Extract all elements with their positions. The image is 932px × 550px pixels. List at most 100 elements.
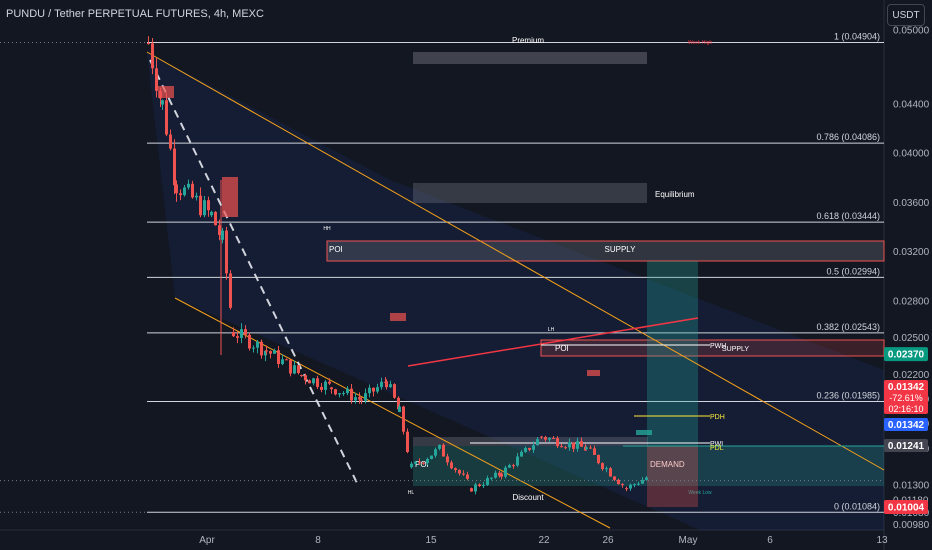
candle-body (229, 273, 232, 308)
candle-body (330, 387, 333, 390)
y-tick-label: 0.01300 (893, 481, 930, 492)
x-tick-label: 6 (767, 535, 773, 546)
fib-label-0.786: 0.786 (0.04086) (816, 132, 880, 142)
order-block-4 (587, 370, 600, 376)
candle-body (277, 350, 280, 364)
candle-body (560, 446, 563, 448)
resistance-line (407, 317, 699, 367)
bar-countdown: 02:16:10 (888, 404, 923, 414)
candle-body (360, 399, 363, 401)
candle-body (173, 148, 176, 186)
low-price-tag-bg (884, 500, 928, 514)
demand-grey-box (413, 437, 648, 446)
sl-price-tag-bg (884, 439, 928, 452)
candle-body (593, 448, 596, 455)
candle-body (218, 225, 221, 235)
candle-body (637, 483, 640, 485)
candle-body (155, 68, 158, 91)
candle-body (334, 389, 337, 395)
candle-body (474, 484, 477, 492)
candle-body (414, 461, 417, 464)
fib-label-0.382: 0.382 (0.02543) (816, 322, 880, 332)
x-tick-label: 26 (602, 535, 614, 546)
hl-label: HL (408, 490, 415, 496)
y-tick-label: 0.02800 (893, 296, 930, 307)
candle-body (169, 134, 172, 149)
candle-body (273, 350, 276, 354)
candle-body (320, 386, 323, 390)
dashed-trendline (149, 59, 359, 486)
order-block-2 (222, 177, 238, 217)
poi-label-1: POI (329, 245, 343, 254)
poi-label-3: POI (415, 460, 429, 469)
candle-body (342, 393, 345, 395)
y-tick-label: 0.03200 (893, 247, 930, 258)
premium-label: Premium (512, 36, 544, 45)
lh-label: LH (548, 327, 555, 333)
y-tick-label: 0.04000 (893, 149, 930, 160)
candle-body (316, 378, 319, 387)
current-price-tag: 0.01342 (888, 382, 925, 393)
candle-body (328, 381, 331, 384)
candle-body (450, 462, 453, 469)
candle-body (368, 387, 371, 394)
candle-body (312, 378, 315, 384)
y-tick-label: 0.02500 (893, 333, 930, 344)
poi-label-2: POI (555, 344, 569, 353)
y-tick-label: 0.03600 (893, 198, 930, 209)
candle-body (609, 468, 612, 477)
candle-body (380, 381, 383, 388)
candle-body (161, 100, 164, 105)
candle-body (389, 384, 392, 388)
candle-body (398, 406, 401, 412)
candle-body (346, 388, 349, 394)
candle-body (165, 100, 168, 135)
current-price-tag-2-bg (884, 418, 928, 431)
candle-body (585, 447, 588, 449)
candle-body (426, 458, 429, 464)
candle-body (500, 473, 503, 477)
candle-body (236, 336, 239, 338)
candle-body (601, 463, 604, 469)
candle-body (576, 441, 579, 449)
x-tick-label: Apr (199, 535, 215, 546)
y-tick-label: 0.05000 (893, 26, 930, 37)
candle-body (308, 380, 311, 384)
candle-body (214, 211, 217, 226)
current-price-block (884, 380, 928, 414)
candle-body (597, 454, 600, 464)
supply-zone-upper (326, 240, 885, 262)
candle-body (442, 444, 445, 457)
premium-box (413, 52, 647, 64)
candle-body (191, 183, 194, 198)
candle-body (397, 397, 400, 410)
candle-body (175, 184, 178, 194)
candle-body (281, 359, 284, 364)
candle-body (470, 488, 473, 492)
candle-body (151, 43, 154, 69)
current-price-tag-2: 0.01342 (888, 420, 925, 431)
candle-body (304, 375, 307, 381)
channel-upper-line (146, 51, 885, 471)
demand-label: DEMAND (650, 460, 685, 469)
candle-body (589, 447, 592, 449)
candle-body (252, 347, 255, 349)
candle-body (248, 334, 251, 349)
candle-body (265, 350, 268, 352)
candle-body (285, 359, 288, 361)
candle-body (402, 406, 405, 432)
change-percent: -72.61% (889, 393, 923, 403)
candle-body (536, 439, 539, 446)
candle-body (256, 341, 259, 348)
candle-body (544, 436, 547, 440)
candle-body (641, 479, 644, 484)
candle-body (434, 449, 437, 456)
candle-body (520, 451, 523, 457)
candle-body (572, 442, 575, 449)
order-block-1 (158, 86, 174, 98)
candle-body (430, 455, 433, 459)
candle-body (350, 388, 353, 401)
currency-button[interactable]: USDT (887, 4, 925, 26)
candle-body (446, 456, 449, 463)
